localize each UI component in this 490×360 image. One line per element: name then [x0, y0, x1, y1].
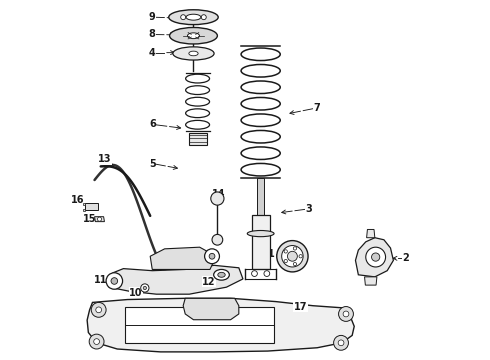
- Text: 9: 9: [149, 12, 156, 22]
- Polygon shape: [85, 203, 98, 210]
- Ellipse shape: [186, 109, 210, 118]
- Polygon shape: [109, 265, 243, 294]
- Ellipse shape: [186, 86, 210, 95]
- Circle shape: [181, 15, 186, 20]
- Circle shape: [294, 247, 296, 250]
- Ellipse shape: [170, 27, 218, 44]
- Ellipse shape: [241, 98, 280, 110]
- Text: 3: 3: [306, 204, 312, 214]
- Circle shape: [366, 247, 386, 267]
- Circle shape: [94, 339, 99, 345]
- Circle shape: [282, 246, 303, 267]
- Ellipse shape: [247, 230, 274, 237]
- Ellipse shape: [241, 64, 280, 77]
- Polygon shape: [257, 178, 265, 215]
- Ellipse shape: [241, 48, 280, 60]
- Circle shape: [91, 302, 106, 317]
- Ellipse shape: [241, 147, 280, 159]
- Ellipse shape: [189, 51, 198, 56]
- Polygon shape: [125, 307, 274, 343]
- Ellipse shape: [241, 163, 280, 176]
- Polygon shape: [251, 215, 270, 269]
- Ellipse shape: [241, 130, 280, 143]
- Polygon shape: [365, 277, 377, 285]
- Circle shape: [343, 311, 349, 317]
- Circle shape: [209, 253, 215, 259]
- Polygon shape: [150, 247, 216, 269]
- Circle shape: [211, 192, 224, 205]
- Ellipse shape: [186, 74, 210, 83]
- Ellipse shape: [186, 14, 201, 20]
- Text: 16: 16: [72, 195, 85, 205]
- Polygon shape: [367, 229, 375, 238]
- Ellipse shape: [218, 272, 225, 277]
- Ellipse shape: [173, 47, 214, 60]
- Text: 1: 1: [269, 249, 275, 259]
- Circle shape: [205, 249, 220, 264]
- Circle shape: [98, 217, 101, 221]
- Text: 5: 5: [149, 158, 156, 168]
- Ellipse shape: [214, 269, 229, 280]
- Ellipse shape: [188, 33, 199, 39]
- Circle shape: [334, 336, 348, 350]
- Polygon shape: [83, 203, 85, 205]
- Text: 11: 11: [201, 251, 215, 260]
- Text: 8: 8: [149, 30, 156, 40]
- Text: 7: 7: [314, 103, 320, 113]
- Circle shape: [111, 278, 118, 284]
- Text: 17: 17: [294, 302, 307, 311]
- Circle shape: [96, 307, 101, 313]
- Circle shape: [284, 250, 287, 253]
- Ellipse shape: [241, 81, 280, 94]
- Text: 15: 15: [83, 214, 97, 224]
- Ellipse shape: [186, 120, 210, 129]
- Text: 14: 14: [212, 189, 225, 199]
- Polygon shape: [83, 209, 85, 211]
- Polygon shape: [95, 217, 104, 222]
- Polygon shape: [189, 132, 207, 145]
- Text: 10: 10: [129, 288, 143, 297]
- Text: 12: 12: [202, 277, 216, 287]
- Circle shape: [284, 260, 287, 263]
- Text: 11: 11: [94, 275, 107, 285]
- Circle shape: [339, 307, 353, 321]
- Circle shape: [89, 334, 104, 349]
- Text: 4: 4: [149, 48, 156, 58]
- Ellipse shape: [169, 10, 218, 24]
- Circle shape: [264, 271, 270, 276]
- Polygon shape: [183, 298, 239, 320]
- Circle shape: [299, 255, 302, 258]
- Circle shape: [338, 340, 344, 346]
- Circle shape: [201, 15, 206, 20]
- Circle shape: [106, 273, 122, 289]
- Circle shape: [143, 286, 147, 290]
- Circle shape: [277, 240, 308, 272]
- Circle shape: [294, 262, 296, 266]
- Text: 13: 13: [98, 154, 112, 165]
- Circle shape: [371, 253, 380, 261]
- Polygon shape: [87, 298, 354, 352]
- Circle shape: [141, 284, 149, 292]
- Polygon shape: [355, 238, 393, 277]
- Circle shape: [251, 271, 257, 276]
- Ellipse shape: [241, 114, 280, 126]
- Circle shape: [212, 234, 223, 245]
- Ellipse shape: [186, 97, 210, 106]
- Text: 6: 6: [149, 120, 156, 129]
- Text: 2: 2: [402, 253, 409, 263]
- Circle shape: [288, 251, 297, 261]
